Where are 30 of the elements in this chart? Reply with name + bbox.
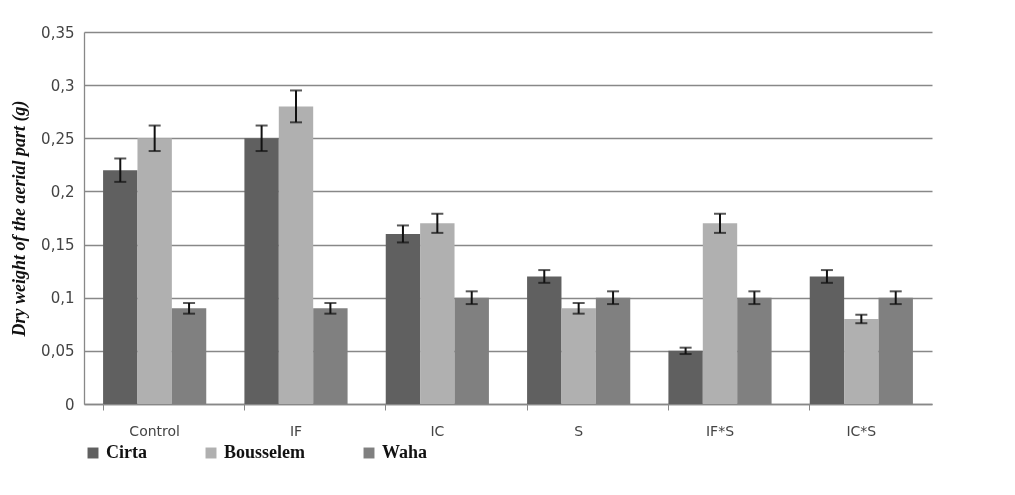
x-tick-label: Control (129, 422, 180, 439)
y-tick-label: 0,35 (41, 23, 75, 42)
y-tick-label: 0,3 (50, 76, 75, 95)
bar (702, 223, 738, 404)
legend-label: Waha (382, 442, 428, 462)
x-tick-label: IF*S (705, 422, 735, 439)
legend-label: Cirta (106, 442, 147, 462)
y-axis-title: Dry weight of the aerial part (g) (9, 100, 31, 338)
y-tick-label: 0,25 (41, 129, 75, 148)
bar (244, 138, 279, 404)
bar (278, 106, 314, 404)
x-tick-label: IC (430, 422, 445, 439)
y-tick-label: 0,15 (41, 236, 75, 255)
bar (137, 138, 172, 404)
bar (844, 318, 879, 404)
bar (561, 308, 596, 404)
bar (527, 276, 562, 404)
y-tick-label: 0,1 (50, 289, 75, 308)
x-tick-label: IF (289, 422, 303, 439)
x-tick-label: S (574, 422, 584, 439)
y-tick-label: 0,2 (50, 182, 75, 201)
bar (103, 170, 138, 404)
legend-label: Bousselem (224, 442, 306, 462)
bar (420, 223, 455, 404)
bar (385, 233, 421, 404)
bar (668, 350, 703, 404)
x-tick-label: IC*S (846, 422, 877, 439)
bar (809, 276, 845, 404)
y-tick-label: 0,05 (41, 342, 75, 361)
y-tick-label: 0 (64, 395, 75, 414)
